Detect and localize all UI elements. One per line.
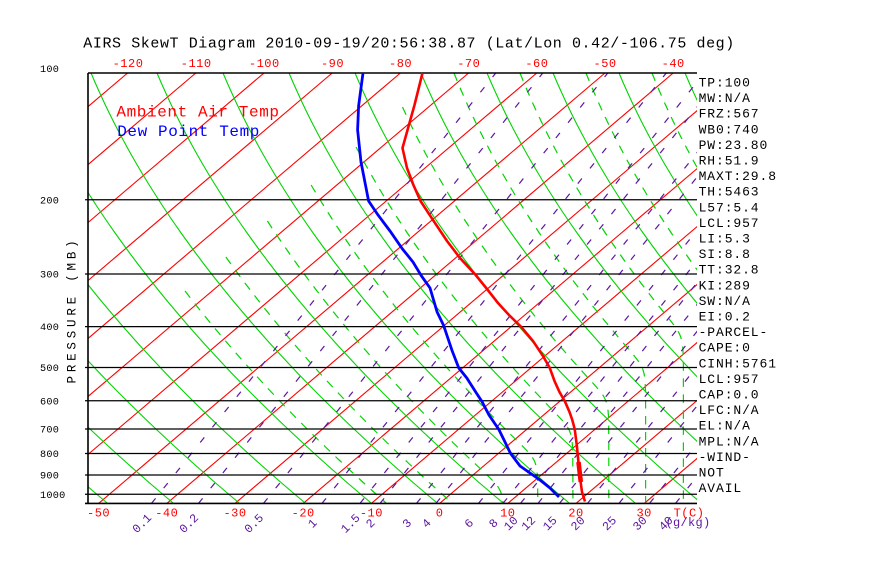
svg-text:TP:100: TP:100 <box>699 76 751 91</box>
svg-text:-100: -100 <box>249 57 280 71</box>
svg-text:(g/kg): (g/kg) <box>665 516 710 530</box>
svg-text:-50: -50 <box>594 57 617 71</box>
svg-text:700: 700 <box>40 426 59 437</box>
svg-text:CAP:0.0: CAP:0.0 <box>699 388 760 403</box>
svg-text:-40: -40 <box>155 507 178 521</box>
svg-text:600: 600 <box>40 397 59 408</box>
svg-text:900: 900 <box>40 472 59 483</box>
svg-text:CAPE:0: CAPE:0 <box>699 341 751 356</box>
svg-text:300: 300 <box>40 271 59 282</box>
svg-text:-10: -10 <box>360 507 383 521</box>
svg-text:MAXT:29.8: MAXT:29.8 <box>699 169 777 184</box>
svg-text:-70: -70 <box>457 57 480 71</box>
svg-text:MW:N/A: MW:N/A <box>699 91 751 106</box>
svg-text:RH:51.9: RH:51.9 <box>699 154 760 169</box>
svg-text:Dew Point Temp: Dew Point Temp <box>117 123 260 141</box>
svg-text:200: 200 <box>40 196 59 207</box>
svg-text:WB0:740: WB0:740 <box>699 122 760 137</box>
svg-text:-40: -40 <box>662 57 685 71</box>
svg-text:TT:32.8: TT:32.8 <box>699 263 760 278</box>
svg-text:T(C): T(C) <box>674 507 705 521</box>
svg-text:SW:N/A: SW:N/A <box>699 294 751 309</box>
svg-text:PRESSURE (MB): PRESSURE (MB) <box>66 237 80 384</box>
svg-text:-50: -50 <box>87 507 110 521</box>
svg-text:500: 500 <box>40 364 59 375</box>
svg-text:L57:5.4: L57:5.4 <box>699 200 760 215</box>
svg-text:LI:5.3: LI:5.3 <box>699 232 751 247</box>
svg-text:Ambient Air Temp: Ambient Air Temp <box>116 104 279 122</box>
svg-text:NOT: NOT <box>699 466 725 481</box>
svg-text:MPL:N/A: MPL:N/A <box>699 434 760 449</box>
svg-text:10: 10 <box>500 507 515 521</box>
svg-text:100: 100 <box>40 65 59 76</box>
svg-text:AVAIL: AVAIL <box>699 481 743 496</box>
svg-text:LCL:957: LCL:957 <box>699 372 760 387</box>
svg-text:KI:289: KI:289 <box>699 278 751 293</box>
svg-text:0: 0 <box>436 507 444 521</box>
svg-text:AIRS SkewT Diagram 2010-09-19/: AIRS SkewT Diagram 2010-09-19/20:56:38.8… <box>83 36 735 53</box>
svg-text:30: 30 <box>636 507 651 521</box>
svg-text:400: 400 <box>40 323 59 334</box>
svg-text:-30: -30 <box>223 507 246 521</box>
svg-text:-120: -120 <box>113 57 144 71</box>
svg-text:LFC:N/A: LFC:N/A <box>699 403 760 418</box>
svg-text:FRZ:567: FRZ:567 <box>699 107 760 122</box>
svg-text:-PARCEL-: -PARCEL- <box>699 325 769 340</box>
svg-text:LCL:957: LCL:957 <box>699 216 760 231</box>
svg-text:-90: -90 <box>321 57 344 71</box>
svg-text:-20: -20 <box>292 507 315 521</box>
svg-text:-110: -110 <box>181 57 212 71</box>
svg-text:20: 20 <box>568 507 583 521</box>
svg-text:800: 800 <box>40 450 59 461</box>
svg-text:EL:N/A: EL:N/A <box>699 419 751 434</box>
svg-text:-80: -80 <box>389 57 412 71</box>
svg-text:-60: -60 <box>525 57 548 71</box>
svg-text:TH:5463: TH:5463 <box>699 185 760 200</box>
svg-text:-WIND-: -WIND- <box>699 450 751 465</box>
svg-text:1000: 1000 <box>40 491 65 502</box>
svg-text:PW:23.80: PW:23.80 <box>699 138 769 153</box>
svg-text:CINH:5761: CINH:5761 <box>699 356 777 371</box>
svg-text:EI:0.2: EI:0.2 <box>699 310 751 325</box>
svg-text:SI:8.8: SI:8.8 <box>699 247 751 262</box>
